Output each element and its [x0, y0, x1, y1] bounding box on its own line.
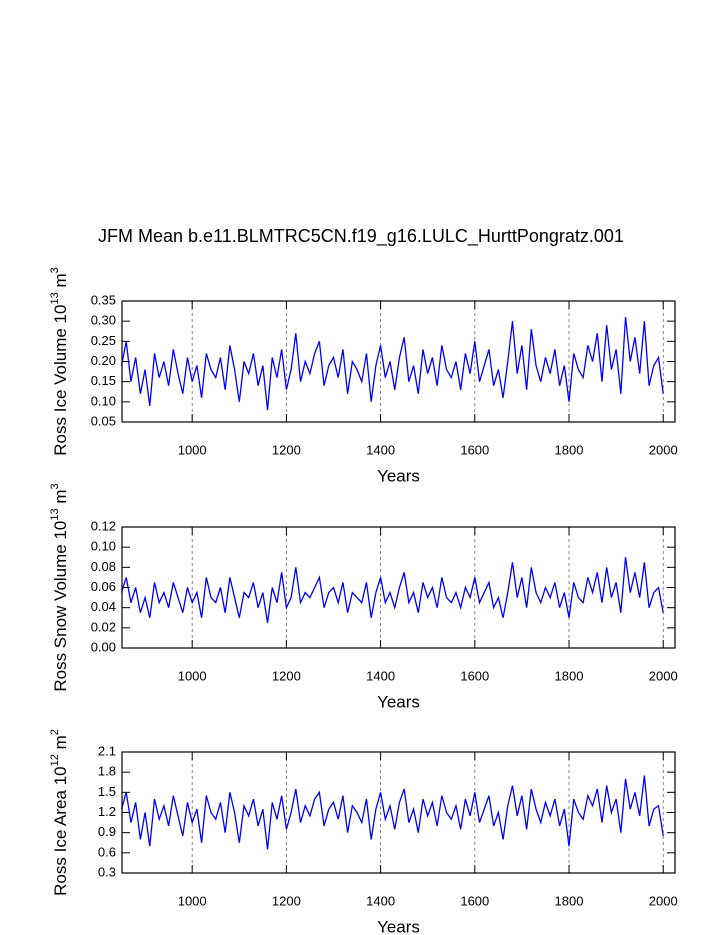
- x-tick-label: 2000: [649, 442, 678, 457]
- x-axis-label: Years: [377, 466, 420, 485]
- y-axis-label-sup: 2: [49, 729, 61, 735]
- y-tick-label: 0.05: [91, 413, 116, 428]
- y-tick-label: 0.10: [91, 539, 116, 554]
- y-tick-label: 0.3: [98, 864, 116, 879]
- x-tick-label: 1200: [272, 893, 301, 908]
- y-axis-label-sup: 3: [49, 267, 61, 273]
- y-tick-label: 0.02: [91, 619, 116, 634]
- y-tick-label: 0.04: [91, 599, 116, 614]
- plot-frame: [121, 526, 676, 649]
- y-tick-label: 0.6: [98, 844, 116, 859]
- y-axis-label-text: Ross Ice Area 10: [51, 766, 70, 895]
- x-tick-label: 1400: [366, 893, 395, 908]
- y-tick-label: 0.06: [91, 579, 116, 594]
- x-tick-label: 1000: [178, 668, 207, 683]
- y-tick-label: 1.5: [98, 784, 116, 799]
- plot-frame: [121, 751, 676, 874]
- y-axis-label: Ross Snow Volume 1013 m3: [49, 483, 71, 691]
- y-axis-label-sup: 13: [49, 508, 61, 520]
- x-tick-label: 1200: [272, 668, 301, 683]
- y-axis-label: Ross Ice Volume 1013 m3: [49, 267, 71, 455]
- x-tick-label: 1400: [366, 442, 395, 457]
- y-tick-label: 0.9: [98, 824, 116, 839]
- y-axis-label-sup: 12: [49, 754, 61, 766]
- y-axis-label: Ross Ice Area 1012 m2: [49, 729, 71, 896]
- x-tick-label: 1400: [366, 668, 395, 683]
- x-tick-label: 1000: [178, 442, 207, 457]
- y-axis-label-text: Ross Ice Volume 10: [51, 305, 70, 456]
- y-tick-label: 0.00: [91, 639, 116, 654]
- y-axis-label-text: m: [51, 489, 70, 508]
- y-axis-label-sup: 13: [49, 292, 61, 304]
- x-tick-label: 1200: [272, 442, 301, 457]
- x-tick-label: 1600: [460, 442, 489, 457]
- y-tick-label: 0.35: [91, 292, 116, 307]
- x-tick-label: 1800: [555, 668, 584, 683]
- y-tick-label: 0.20: [91, 353, 116, 368]
- x-tick-label: 1600: [460, 893, 489, 908]
- data-line: [120, 775, 664, 850]
- x-tick-label: 1600: [460, 668, 489, 683]
- y-axis-label-text: m: [51, 273, 70, 292]
- data-line: [120, 317, 664, 410]
- y-tick-label: 0.15: [91, 373, 116, 388]
- x-axis-label: Years: [377, 917, 420, 935]
- y-tick-label: 0.10: [91, 393, 116, 408]
- y-tick-label: 0.08: [91, 559, 116, 574]
- y-axis-label-sup: 3: [49, 483, 61, 489]
- y-tick-label: 0.30: [91, 313, 116, 328]
- x-tick-label: 2000: [649, 668, 678, 683]
- plot-frame: [121, 300, 676, 423]
- figure-title: JFM Mean b.e11.BLMTRC5CN.f19_g16.LULC_Hu…: [98, 226, 624, 247]
- x-axis-label: Years: [377, 692, 420, 711]
- y-tick-label: 0.25: [91, 333, 116, 348]
- y-tick-label: 1.8: [98, 764, 116, 779]
- y-axis-label-text: m: [51, 735, 70, 754]
- x-tick-label: 2000: [649, 893, 678, 908]
- x-tick-label: 1000: [178, 893, 207, 908]
- x-tick-label: 1800: [555, 442, 584, 457]
- y-tick-label: 2.1: [98, 743, 116, 758]
- x-tick-label: 1800: [555, 893, 584, 908]
- data-line: [120, 557, 664, 623]
- y-axis-label-text: Ross Snow Volume 10: [51, 521, 70, 692]
- y-tick-label: 1.2: [98, 804, 116, 819]
- y-tick-label: 0.12: [91, 518, 116, 533]
